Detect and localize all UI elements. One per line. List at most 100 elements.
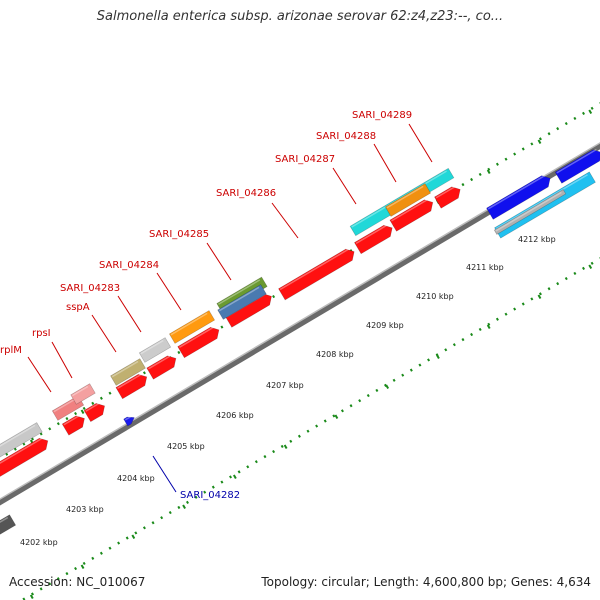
cds-blue-2-shine — [556, 148, 597, 174]
ruler-major-tick — [385, 384, 390, 389]
feature-dark-left[interactable] — [0, 514, 17, 536]
callout-line-SARI_04282 — [152, 455, 177, 493]
map-title: Salmonella enterica subsp. arizonae sero… — [96, 9, 504, 24]
cds-red-11-shape — [434, 186, 461, 209]
gene-label-rplM: rplM — [0, 345, 22, 356]
gene-label-SARI_04283: SARI_04283 — [60, 283, 120, 294]
feature-upper-3-shape — [70, 383, 96, 405]
ruler-major-tick — [80, 409, 85, 414]
gene-label-SARI_04287: SARI_04287 — [275, 154, 335, 165]
cds-red-1[interactable] — [0, 435, 51, 478]
tick-label-4203-kbp: 4203 kbp — [66, 505, 104, 514]
gene-label-SARI_04288: SARI_04288 — [316, 131, 376, 142]
cds-red-3[interactable] — [83, 400, 108, 423]
feature-upper-7-shine — [218, 279, 261, 305]
cds-red-6-shape — [177, 326, 220, 359]
feature-upper-6[interactable] — [168, 310, 216, 344]
cds-blue-2[interactable] — [554, 147, 600, 184]
cds-blue-1-shape — [486, 175, 551, 220]
cds-red-2[interactable] — [61, 413, 88, 436]
cds-sari-04282[interactable] — [123, 414, 137, 427]
gene-label-sspA: sspA — [66, 302, 90, 313]
tick-label-4211-kbp: 4211 kbp — [466, 263, 504, 272]
callout-line-rplM — [27, 356, 52, 393]
ruler-major-tick — [131, 534, 136, 539]
feature-upper-10-shine — [386, 185, 424, 209]
ruler-major-tick — [232, 474, 237, 479]
tick-label-4212-kbp: 4212 kbp — [518, 235, 556, 244]
cds-blue-1[interactable] — [486, 173, 554, 220]
tick-label-4208-kbp: 4208 kbp — [316, 350, 354, 359]
callout-line-SARI_04285 — [206, 242, 232, 281]
feature-upper-1[interactable] — [0, 422, 43, 458]
cds-red-6-shine — [178, 326, 215, 348]
feature-upper-5[interactable] — [138, 337, 172, 363]
ruler-major-tick — [588, 264, 593, 269]
topology-text: Topology: circular; Length: 4,600,800 bp… — [261, 575, 591, 589]
ruler-major-tick — [486, 169, 491, 174]
gene-label-SARI_04286: SARI_04286 — [216, 188, 276, 199]
feature-upper-6-shape — [168, 310, 216, 344]
cds-red-11[interactable] — [434, 184, 463, 209]
feature-upper-4[interactable] — [110, 358, 146, 386]
cds-red-8-shape — [278, 248, 355, 301]
cds-blue-1-shine — [487, 174, 546, 210]
tick-label-4202-kbp: 4202 kbp — [20, 538, 58, 547]
cds-red-1-shape — [0, 437, 49, 478]
ruler-major-tick — [537, 139, 542, 144]
feature-grey-right[interactable] — [493, 189, 567, 235]
feature-tracks[interactable] — [0, 147, 600, 536]
cds-sari-04282-shine — [124, 416, 131, 421]
ruler-major-tick — [80, 564, 85, 569]
feature-upper-10[interactable] — [384, 183, 432, 217]
accession-text: Accession: NC_010067 — [9, 575, 146, 589]
ruler-major-tick — [29, 594, 34, 599]
cds-red-6[interactable] — [177, 324, 223, 359]
feature-grey-right-shine — [495, 191, 562, 232]
cds-red-9-shape — [354, 224, 393, 255]
cds-red-4[interactable] — [115, 371, 150, 400]
kbp-tick-labels: 4202 kbp 4203 kbp 4204 kbp 4205 kbp 4206 kbp… — [20, 235, 556, 547]
feature-upper-3-shine — [71, 385, 89, 397]
cds-red-9[interactable] — [354, 222, 395, 255]
cds-red-9-shine — [355, 224, 388, 244]
cds-red-8[interactable] — [278, 246, 358, 301]
ruler-major-tick — [182, 504, 186, 509]
cds-red-10[interactable] — [389, 197, 436, 232]
callout-line-SARI_04286 — [271, 202, 299, 239]
cds-red-10-shape — [389, 199, 434, 232]
cds-red-8-shine — [279, 248, 350, 291]
callout-line-SARI_04289 — [408, 123, 433, 163]
tick-label-4205-kbp: 4205 kbp — [167, 442, 205, 451]
feature-grey-right-shape — [493, 189, 567, 235]
cds-sari-04282-shape — [123, 416, 135, 427]
feature-upper-1-shine — [0, 424, 36, 450]
cds-red-4-shape — [115, 373, 148, 400]
ruler-major-tick — [283, 444, 288, 449]
cds-red-5[interactable] — [146, 353, 179, 380]
gene-label-SARI_04282: SARI_04282 — [180, 490, 240, 501]
ruler-major-tick — [436, 354, 440, 359]
tick-label-4204-kbp: 4204 kbp — [117, 474, 155, 483]
feature-upper-1-shape — [0, 422, 43, 458]
callout-line-sspA — [91, 314, 117, 353]
feature-upper-4-shine — [111, 360, 139, 378]
genome-backbone — [0, 142, 600, 506]
feature-upper-3[interactable] — [70, 383, 96, 405]
gene-label-rpsI: rpsI — [32, 328, 51, 339]
feature-upper-2-shine — [53, 397, 77, 413]
cds-red-11-shine — [435, 185, 456, 199]
feature-dark-left-shine — [0, 516, 9, 527]
ruler-major-tick — [334, 414, 339, 419]
gene-label-SARI_04285: SARI_04285 — [149, 229, 209, 240]
gene-label-SARI_04289: SARI_04289 — [352, 110, 412, 121]
feature-upper-6-shine — [170, 312, 208, 336]
feature-upper-8[interactable] — [217, 284, 267, 320]
gene-label-SARI_04284: SARI_04284 — [99, 260, 159, 271]
ruler-major-tick — [588, 109, 593, 114]
cds-red-4-shine — [117, 373, 143, 389]
tick-label-4210-kbp: 4210 kbp — [416, 292, 454, 301]
feature-upper-8-shape — [217, 284, 267, 320]
cds-red-10-shine — [391, 198, 429, 222]
